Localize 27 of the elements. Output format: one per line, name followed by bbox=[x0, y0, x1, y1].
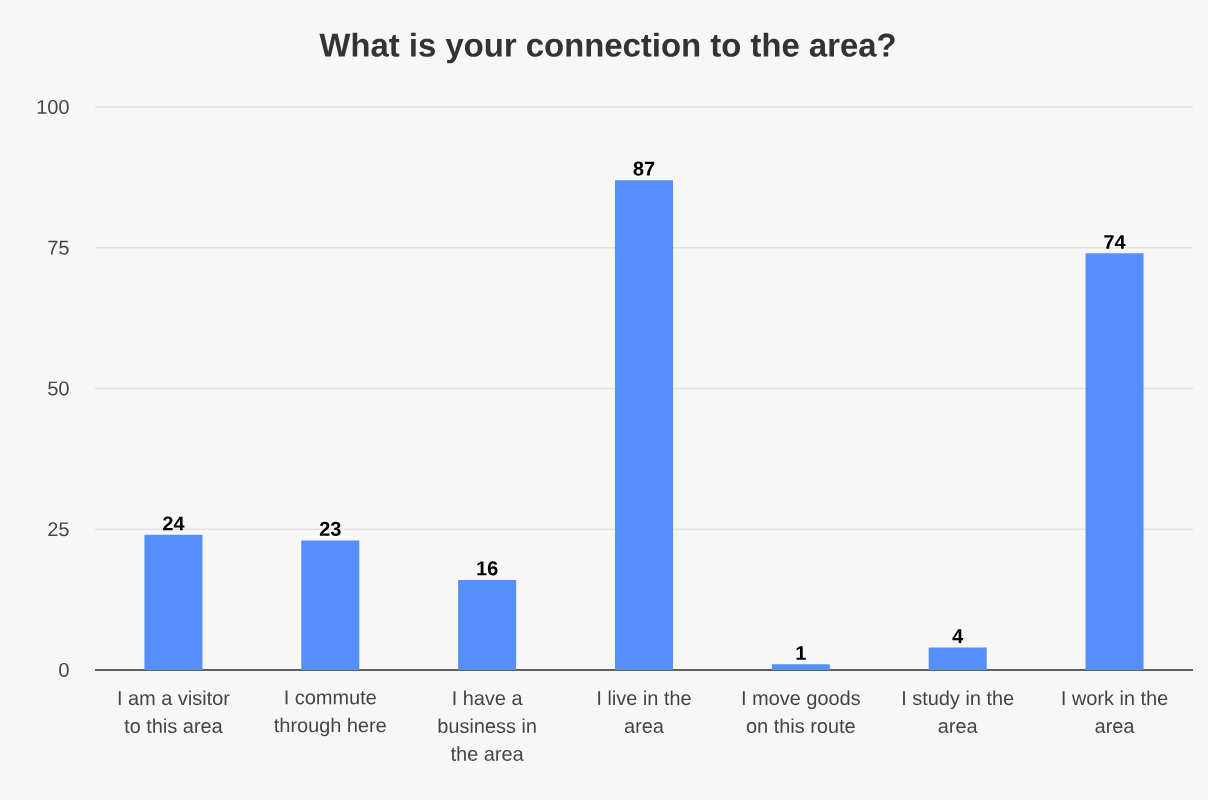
data-label: 23 bbox=[319, 521, 341, 536]
bar bbox=[144, 534, 203, 670]
data-label: 4 bbox=[952, 629, 964, 643]
x-tick-label: I work in the area bbox=[1062, 690, 1168, 734]
x-tick-label: I study in the area bbox=[903, 690, 1014, 734]
bar bbox=[1085, 253, 1144, 670]
x-tick-label: I live in the area bbox=[598, 690, 691, 734]
data-label: 74 bbox=[1104, 235, 1126, 249]
y-tick-label: 0 bbox=[59, 662, 69, 678]
x-tick-label: I have a business in the area bbox=[438, 690, 536, 761]
bar bbox=[614, 180, 674, 670]
bar bbox=[458, 579, 517, 670]
data-label: 16 bbox=[477, 561, 498, 576]
bar bbox=[301, 540, 360, 670]
y-tick-label: 75 bbox=[48, 240, 69, 255]
bar bbox=[928, 647, 987, 670]
data-label: 87 bbox=[633, 161, 655, 176]
data-label: 24 bbox=[163, 516, 185, 531]
y-tick-label: 100 bbox=[37, 99, 69, 115]
y-tick-label: 25 bbox=[48, 522, 69, 537]
chart-title: What is your connection to the area? bbox=[319, 32, 895, 64]
data-label: 1 bbox=[796, 646, 806, 660]
y-tick-label: 50 bbox=[48, 381, 69, 396]
bar bbox=[771, 664, 830, 670]
x-tick-label: I am a visitor to this area bbox=[118, 690, 230, 734]
x-tick-label: I commute through here bbox=[274, 690, 386, 737]
x-tick-label: I move goods on this route bbox=[742, 690, 860, 734]
